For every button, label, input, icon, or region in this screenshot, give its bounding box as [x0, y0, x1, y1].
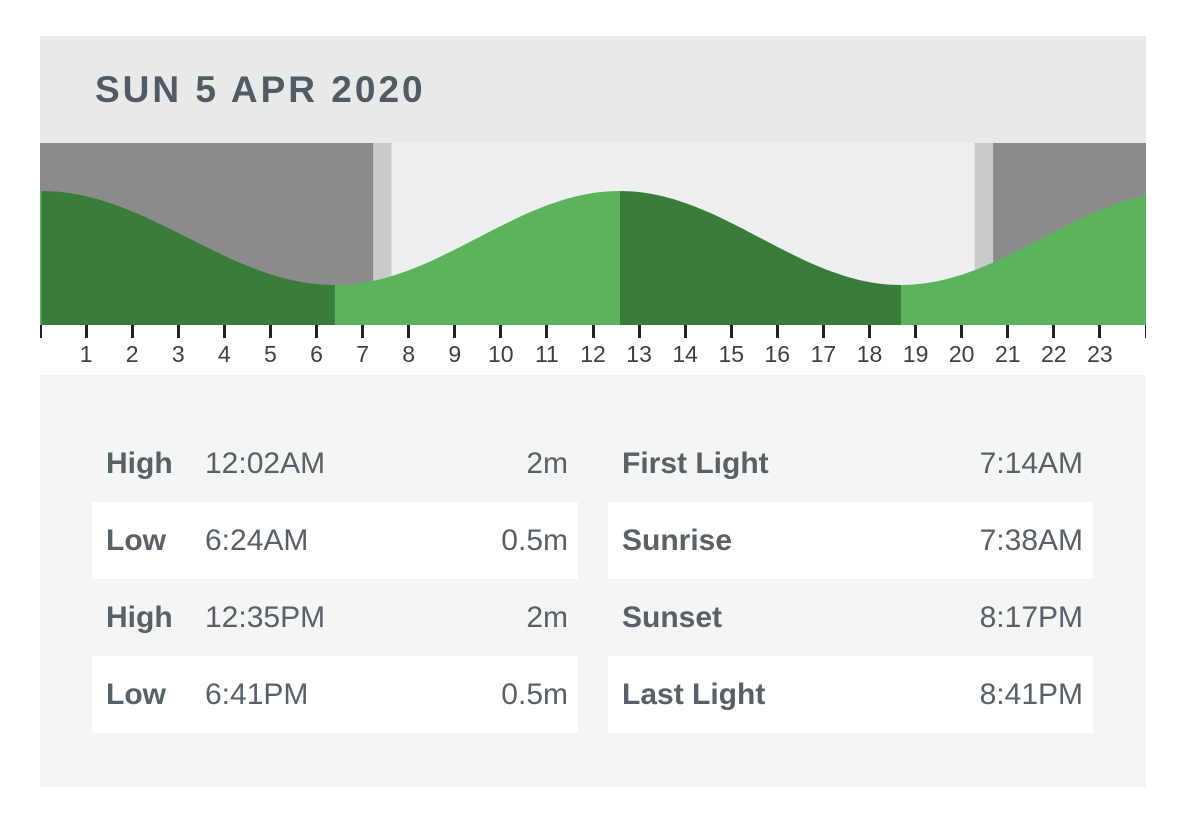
- table-row: Last Light 8:41PM: [608, 656, 1093, 733]
- sun-event-label: First Light: [622, 446, 769, 480]
- tide-area-rising: [901, 195, 1146, 325]
- sun-event-label: Last Light: [622, 677, 766, 711]
- tide-type-label: Low: [106, 677, 166, 711]
- sun-event-label: Sunset: [622, 600, 723, 634]
- sun-event-time: 8:41PM: [979, 677, 1083, 711]
- table-row: Sunset 8:17PM: [608, 579, 1093, 656]
- axis-tick-label: 8: [402, 341, 416, 367]
- sun-table: First Light 7:14AM Sunrise 7:38AM Sunset…: [608, 425, 1093, 733]
- table-row: High 12:35PM 2m: [92, 579, 578, 656]
- axis-tick-label: 5: [263, 341, 277, 367]
- sun-event-time: 7:38AM: [979, 523, 1083, 557]
- axis-tick: [130, 325, 134, 338]
- axis-tick-label: 18: [856, 341, 883, 367]
- axis-tick: [1006, 325, 1010, 338]
- axis-tick: [960, 325, 964, 338]
- axis-tick-label: 11: [534, 341, 559, 367]
- tide-height: 0.5m: [501, 677, 568, 711]
- axis-tick-label: 14: [672, 341, 698, 367]
- axis-tick: [499, 325, 503, 338]
- axis-tick: [591, 325, 595, 338]
- axis-tick-label: 16: [764, 341, 791, 367]
- axis-tick-label: 22: [1041, 341, 1067, 367]
- axis-tick: [914, 325, 918, 338]
- table-row: Low 6:41PM 0.5m: [92, 656, 578, 733]
- axis-tick: [1098, 325, 1102, 338]
- axis-tick-label: 12: [580, 341, 606, 367]
- table-row: First Light 7:14AM: [608, 425, 1093, 502]
- axis-tick: [315, 325, 318, 338]
- axis-tick-label: 19: [902, 341, 929, 367]
- axis-tick-label: 13: [626, 341, 652, 367]
- axis-tick: [176, 325, 180, 338]
- tide-area-rising: [40, 191, 42, 325]
- page-title: SUN 5 APR 2020: [95, 68, 426, 110]
- axis-tick-label: 23: [1087, 341, 1113, 367]
- axis-tick-label: 4: [217, 341, 231, 367]
- sun-event-time: 8:17PM: [979, 600, 1083, 634]
- axis-tick: [407, 325, 411, 338]
- axis-tick: [268, 325, 272, 338]
- axis-tick-label: 17: [810, 341, 837, 367]
- axis-tick-label: 3: [171, 341, 185, 367]
- tide-chart-svg: [40, 143, 1146, 325]
- axis-tick-label: 21: [995, 341, 1021, 367]
- axis-tick: [222, 325, 226, 338]
- card-header: SUN 5 APR 2020: [40, 36, 1146, 143]
- tide-area-falling: [619, 191, 901, 325]
- axis-tick-label: 20: [948, 341, 975, 367]
- tide-area-falling: [41, 191, 335, 325]
- axis-tick: [40, 325, 42, 338]
- tide-height: 0.5m: [501, 523, 568, 557]
- axis-tick: [868, 325, 871, 338]
- axis-tick: [361, 325, 365, 338]
- table-row: Sunrise 7:38AM: [608, 502, 1093, 579]
- tide-height: 2m: [526, 600, 568, 634]
- axis-tick: [683, 325, 687, 338]
- tide-type-label: High: [106, 600, 173, 634]
- time-axis: 1 2 3 4 5 6 7 8 9 10 11 12 13 14 15 16 17 18 19 20 21 22 23: [40, 325, 1146, 375]
- axis-tick-label: 10: [488, 341, 514, 367]
- axis-tick-label: 7: [356, 341, 369, 367]
- tide-time: 12:35PM: [205, 600, 326, 634]
- tide-day-card: SUN 5 APR 2020 1 2 3 4 5 6 7 8 9 10 11 12 13 14 15 16 17…: [40, 36, 1146, 787]
- axis-tick: [453, 325, 457, 338]
- table-row: High 12:02AM 2m: [92, 425, 578, 502]
- tide-time: 6:24AM: [205, 523, 309, 557]
- tide-area-rising: [334, 191, 620, 325]
- tide-height: 2m: [526, 446, 568, 480]
- axis-tick: [545, 325, 549, 338]
- axis-tick: [1144, 325, 1146, 338]
- axis-tick-label: 9: [448, 341, 462, 367]
- sun-event-label: Sunrise: [622, 523, 733, 557]
- tide-time: 6:41PM: [205, 677, 309, 711]
- axis-tick-label: 15: [718, 341, 745, 367]
- tide-table: High 12:02AM 2m Low 6:24AM 0.5m High 12:…: [92, 425, 578, 733]
- tide-chart: [40, 143, 1146, 325]
- axis-tick-label: 6: [310, 341, 323, 367]
- details-panel: High 12:02AM 2m Low 6:24AM 0.5m High 12:…: [40, 375, 1146, 787]
- axis-tick: [1052, 325, 1056, 338]
- axis-tick: [729, 325, 733, 338]
- axis-tick: [637, 325, 641, 338]
- tide-type-label: Low: [106, 523, 166, 557]
- sun-event-time: 7:14AM: [979, 446, 1083, 480]
- table-row: Low 6:24AM 0.5m: [92, 502, 578, 579]
- axis-tick: [775, 325, 779, 338]
- axis-tick-label: 1: [79, 341, 93, 367]
- tide-type-label: High: [106, 446, 173, 480]
- tide-time: 12:02AM: [205, 446, 326, 480]
- axis-tick: [84, 325, 88, 338]
- axis-tick: [821, 325, 825, 338]
- axis-tick-label: 2: [125, 341, 139, 367]
